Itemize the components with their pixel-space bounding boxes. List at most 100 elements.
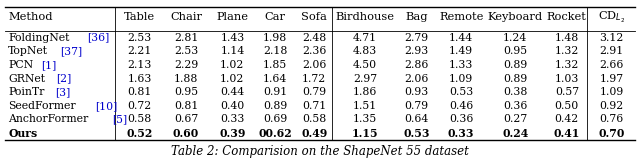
Text: 1.02: 1.02 [220,73,244,84]
Text: PoinTr: PoinTr [8,87,45,97]
Text: 0.79: 0.79 [302,87,326,97]
Text: 2.53: 2.53 [174,46,198,56]
Text: Rocket: Rocket [547,12,587,22]
Text: 1.44: 1.44 [449,33,473,43]
Text: 0.89: 0.89 [503,60,527,70]
Text: 0.60: 0.60 [173,128,199,139]
Text: 1.02: 1.02 [220,60,244,70]
Text: 0.33: 0.33 [448,128,474,139]
Text: 0.36: 0.36 [503,101,527,111]
Text: 1.03: 1.03 [555,73,579,84]
Text: 0.41: 0.41 [554,128,580,139]
Text: FoldingNet: FoldingNet [8,33,70,43]
Text: 0.69: 0.69 [263,114,287,124]
Text: 1.97: 1.97 [600,73,624,84]
Text: 0.76: 0.76 [600,114,624,124]
Text: GRNet: GRNet [8,73,45,84]
Text: [3]: [3] [55,87,70,97]
Text: CD$_{L_2}$: CD$_{L_2}$ [598,10,625,25]
Text: 0.67: 0.67 [174,114,198,124]
Text: 0.95: 0.95 [174,87,198,97]
Text: Plane: Plane [216,12,248,22]
Text: 2.81: 2.81 [174,33,198,43]
Text: 1.86: 1.86 [353,87,377,97]
Text: 2.29: 2.29 [174,60,198,70]
Text: 1.51: 1.51 [353,101,377,111]
Text: Table 2: Comparision on the ShapeNet 55 dataset: Table 2: Comparision on the ShapeNet 55 … [171,145,469,158]
Text: 0.89: 0.89 [263,101,287,111]
Text: Remote: Remote [439,12,483,22]
Text: 1.35: 1.35 [353,114,377,124]
Text: 0.71: 0.71 [302,101,326,111]
Text: 2.91: 2.91 [600,46,624,56]
Text: 1.24: 1.24 [503,33,527,43]
Text: [37]: [37] [60,46,82,56]
Text: 1.14: 1.14 [220,46,244,56]
Text: 2.66: 2.66 [600,60,624,70]
Text: 0.93: 0.93 [404,87,429,97]
Text: 2.06: 2.06 [404,73,429,84]
Text: 2.06: 2.06 [302,60,326,70]
Text: 0.36: 0.36 [449,114,474,124]
Text: 2.86: 2.86 [404,60,429,70]
Text: 2.36: 2.36 [302,46,326,56]
Text: 0.70: 0.70 [598,128,625,139]
Text: [5]: [5] [112,114,127,124]
Text: 1.48: 1.48 [555,33,579,43]
Text: 2.79: 2.79 [404,33,428,43]
Text: 1.09: 1.09 [600,87,624,97]
Text: [36]: [36] [88,33,110,43]
Text: 0.58: 0.58 [302,114,326,124]
Text: 1.72: 1.72 [302,73,326,84]
Text: 0.89: 0.89 [503,73,527,84]
Text: 1.98: 1.98 [263,33,287,43]
Text: Car: Car [265,12,285,22]
Text: 0.24: 0.24 [502,128,529,139]
Text: 1.64: 1.64 [263,73,287,84]
Text: 2.93: 2.93 [404,46,429,56]
Text: Birdhouse: Birdhouse [335,12,394,22]
Text: Sofa: Sofa [301,12,327,22]
Text: 1.32: 1.32 [555,60,579,70]
Text: 00.62: 00.62 [259,128,292,139]
Text: 2.97: 2.97 [353,73,377,84]
Text: 0.92: 0.92 [600,101,624,111]
Text: 1.88: 1.88 [174,73,198,84]
Text: [10]: [10] [95,101,118,111]
Text: 2.53: 2.53 [127,33,152,43]
Text: 0.53: 0.53 [449,87,474,97]
Text: [1]: [1] [41,60,56,70]
Text: 2.48: 2.48 [302,33,326,43]
Text: 0.49: 0.49 [301,128,328,139]
Text: 3.12: 3.12 [600,33,624,43]
Text: 0.95: 0.95 [503,46,527,56]
Text: 0.50: 0.50 [555,101,579,111]
Text: Method: Method [8,12,53,22]
Text: 0.57: 0.57 [555,87,579,97]
Text: Ours: Ours [8,128,38,139]
Text: 1.49: 1.49 [449,46,473,56]
Text: 4.50: 4.50 [353,60,377,70]
Text: 0.40: 0.40 [220,101,244,111]
Text: 1.85: 1.85 [263,60,287,70]
Text: 2.18: 2.18 [263,46,287,56]
Text: TopNet: TopNet [8,46,49,56]
Text: 1.09: 1.09 [449,73,474,84]
Text: PCN: PCN [8,60,33,70]
Text: 0.39: 0.39 [220,128,246,139]
Text: 0.52: 0.52 [127,128,153,139]
Text: SeedFormer: SeedFormer [8,101,76,111]
Text: 1.63: 1.63 [127,73,152,84]
Text: 2.13: 2.13 [127,60,152,70]
Text: Table: Table [124,12,155,22]
Text: 0.58: 0.58 [127,114,152,124]
Text: 0.27: 0.27 [503,114,527,124]
Text: 0.33: 0.33 [220,114,244,124]
Text: 0.42: 0.42 [555,114,579,124]
Text: 0.44: 0.44 [220,87,244,97]
Text: 4.71: 4.71 [353,33,377,43]
Text: 0.53: 0.53 [403,128,429,139]
Text: 0.64: 0.64 [404,114,429,124]
Text: 0.38: 0.38 [503,87,527,97]
Text: Chair: Chair [170,12,202,22]
